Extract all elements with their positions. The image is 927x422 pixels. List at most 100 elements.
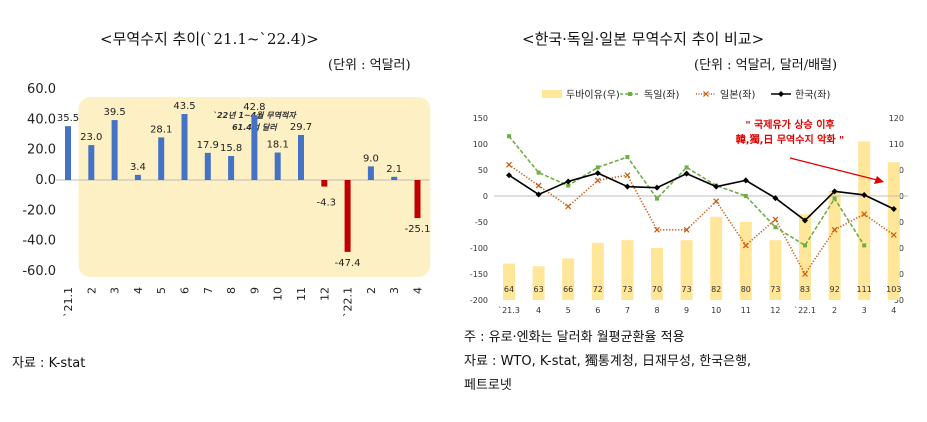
japan-point <box>624 172 631 179</box>
germany-point <box>862 243 867 248</box>
dubai-bar <box>828 190 841 300</box>
japan-point <box>772 216 779 223</box>
legend-marker <box>778 91 784 97</box>
x-tick-label: 2 <box>365 287 378 294</box>
data-label: 29.7 <box>290 122 312 133</box>
x-tick-label: `22.1 <box>794 305 816 315</box>
bar <box>391 176 398 180</box>
x-tick-label: 9 <box>248 287 261 294</box>
right-combo-chart: 두바이유(우) 독일(좌) 일본(좌) 한국(좌) 150 100 50 0 -50 -100 -1… <box>470 89 908 315</box>
y-left-tick-label: -50 <box>475 218 488 227</box>
x-tick-label: 4 <box>891 306 896 315</box>
germany-point <box>566 183 571 188</box>
data-label: 28.1 <box>150 124 172 135</box>
japan-point <box>890 232 897 238</box>
right-chart-unit: (단위 : 억달러, 달러/배럴) <box>694 58 838 73</box>
x-tick-label: 10 <box>272 287 285 301</box>
dubai-bar <box>858 141 871 300</box>
left-source: 자료 : K-stat <box>12 356 86 371</box>
korea-point <box>861 191 868 198</box>
data-label: 9.0 <box>363 153 379 164</box>
dubai-bar <box>710 216 723 300</box>
x-tick-label: 3 <box>109 287 122 294</box>
bar <box>181 114 188 180</box>
x-tick-label: 9 <box>684 306 689 315</box>
korea-point <box>890 206 897 212</box>
x-tick-label: 7 <box>625 306 630 315</box>
y-tick-label: 40.0 <box>27 112 56 127</box>
bar-value-label: 73 <box>622 285 632 294</box>
dubai-bar <box>887 162 900 300</box>
bar-value-label: 73 <box>770 285 780 294</box>
japan-point <box>831 226 838 233</box>
legend-label: 두바이유(우) <box>566 89 620 101</box>
annotation-text: 韓,獨,日 무역수지 악화 " <box>736 133 844 146</box>
korea-point <box>624 183 631 190</box>
annotation-arrowhead <box>874 176 884 184</box>
germany-point <box>625 155 630 159</box>
germany-point <box>832 196 837 201</box>
y-left-tick-label: -150 <box>470 270 488 279</box>
annotation-arrow-line <box>789 157 878 181</box>
korea-point <box>831 188 838 195</box>
x-tick-label: 8 <box>225 287 238 294</box>
x-tick-label: 3 <box>862 306 867 315</box>
data-label: 43.5 <box>173 101 195 112</box>
x-tick-label: 7 <box>202 287 215 294</box>
x-tick-label: 4 <box>412 287 425 294</box>
annotation-text: " 국제유가 상승 이후 <box>745 118 834 131</box>
x-tick-label: 6 <box>595 306 600 315</box>
legend-marker <box>703 91 709 97</box>
x-tick-label: 12 <box>318 287 331 301</box>
japan-point <box>506 161 512 168</box>
japan-point <box>742 242 749 249</box>
x-tick-label: 6 <box>179 287 192 294</box>
japan-point <box>713 198 720 205</box>
dubai-bar <box>680 240 693 300</box>
bar <box>298 134 304 180</box>
korea-line <box>508 172 895 222</box>
dubai-bar <box>651 248 663 300</box>
data-label: 3.4 <box>130 162 146 173</box>
germany-point <box>655 196 659 201</box>
data-label: -47.4 <box>335 258 361 269</box>
bar-value-label: 103 <box>886 285 901 294</box>
x-tick-label: 12 <box>770 306 780 315</box>
x-tick-label: 8 <box>654 306 659 315</box>
legend-swatch <box>542 90 562 98</box>
data-label: 18.1 <box>267 140 289 151</box>
korea-point <box>683 170 690 177</box>
bar <box>158 137 165 180</box>
bar-value-label: 70 <box>652 285 662 294</box>
x-tick-label: `21.3 <box>498 305 520 315</box>
germany-point <box>507 134 511 139</box>
x-tick-label: 4 <box>536 306 541 315</box>
bar-value-label: 83 <box>800 285 810 294</box>
korea-point <box>506 172 512 179</box>
bar-value-label: 72 <box>593 285 603 294</box>
bar <box>111 120 118 180</box>
y-right-tick-label: 50 <box>894 296 904 305</box>
japan-point <box>683 226 690 233</box>
japan-line <box>508 164 895 276</box>
dubai-bar <box>591 242 604 300</box>
germany-point <box>773 225 778 230</box>
data-label: 17.9 <box>197 140 219 151</box>
bar <box>88 145 95 180</box>
korea-point <box>713 183 720 190</box>
x-tick-label: 11 <box>741 306 751 315</box>
x-tick-label: 2 <box>85 287 98 294</box>
germany-point <box>536 170 541 175</box>
y-tick-label: -40.0 <box>22 234 56 249</box>
legend-marker <box>628 92 632 96</box>
korea-point <box>772 195 779 202</box>
data-label: -25.1 <box>405 224 431 235</box>
data-label: 23.0 <box>80 132 102 143</box>
bar-value-label: 111 <box>857 285 872 294</box>
bar-value-label: 92 <box>830 285 840 294</box>
left-chart-title: <무역수지 추이(`21.1~`22.4)> <box>100 30 319 48</box>
x-tick-label: 3 <box>388 287 401 294</box>
y-tick-label: 60.0 <box>27 82 56 97</box>
bar-value-label: 73 <box>682 285 692 294</box>
y-tick-label: 0.0 <box>35 173 56 188</box>
